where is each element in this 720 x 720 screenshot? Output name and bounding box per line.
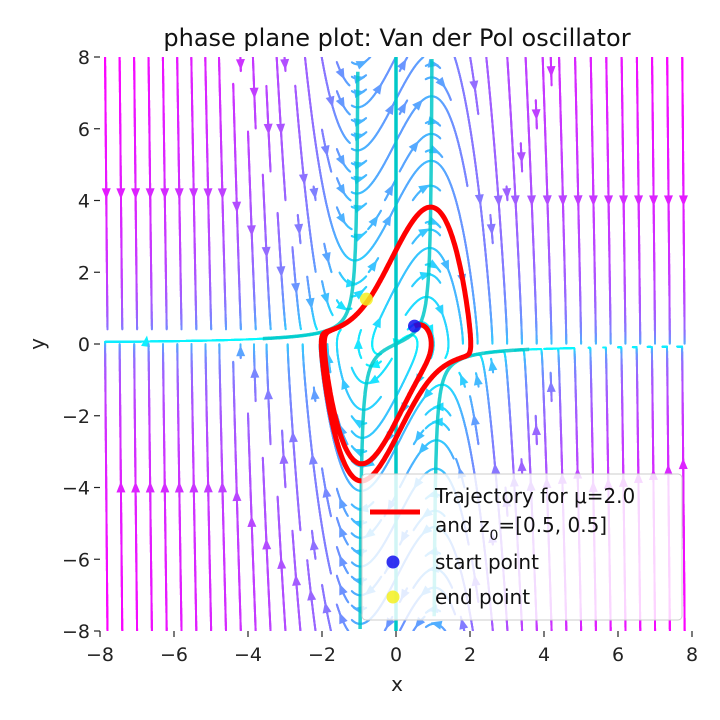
chart-title: phase plane plot: Van der Pol oscillator [163, 24, 630, 52]
